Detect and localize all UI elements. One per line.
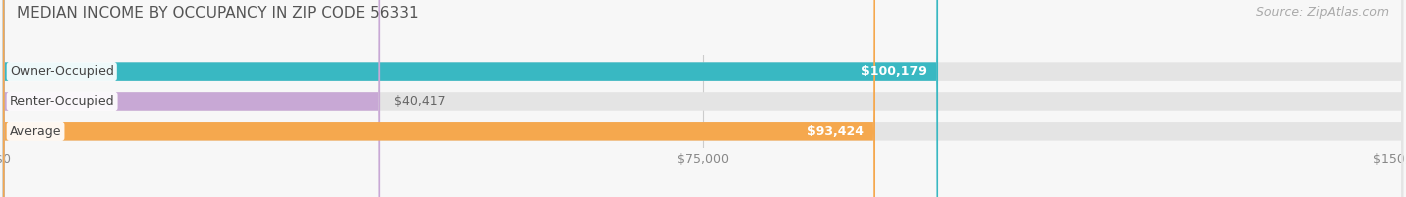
FancyBboxPatch shape <box>3 0 1403 197</box>
FancyBboxPatch shape <box>3 0 938 197</box>
Text: Owner-Occupied: Owner-Occupied <box>10 65 114 78</box>
Text: Source: ZipAtlas.com: Source: ZipAtlas.com <box>1256 6 1389 19</box>
FancyBboxPatch shape <box>3 0 1403 197</box>
Text: MEDIAN INCOME BY OCCUPANCY IN ZIP CODE 56331: MEDIAN INCOME BY OCCUPANCY IN ZIP CODE 5… <box>17 6 419 21</box>
FancyBboxPatch shape <box>3 0 1403 197</box>
Text: $93,424: $93,424 <box>807 125 863 138</box>
Text: $40,417: $40,417 <box>394 95 446 108</box>
FancyBboxPatch shape <box>3 0 875 197</box>
Text: Renter-Occupied: Renter-Occupied <box>10 95 114 108</box>
Text: $100,179: $100,179 <box>860 65 927 78</box>
FancyBboxPatch shape <box>3 0 380 197</box>
Text: Average: Average <box>10 125 62 138</box>
